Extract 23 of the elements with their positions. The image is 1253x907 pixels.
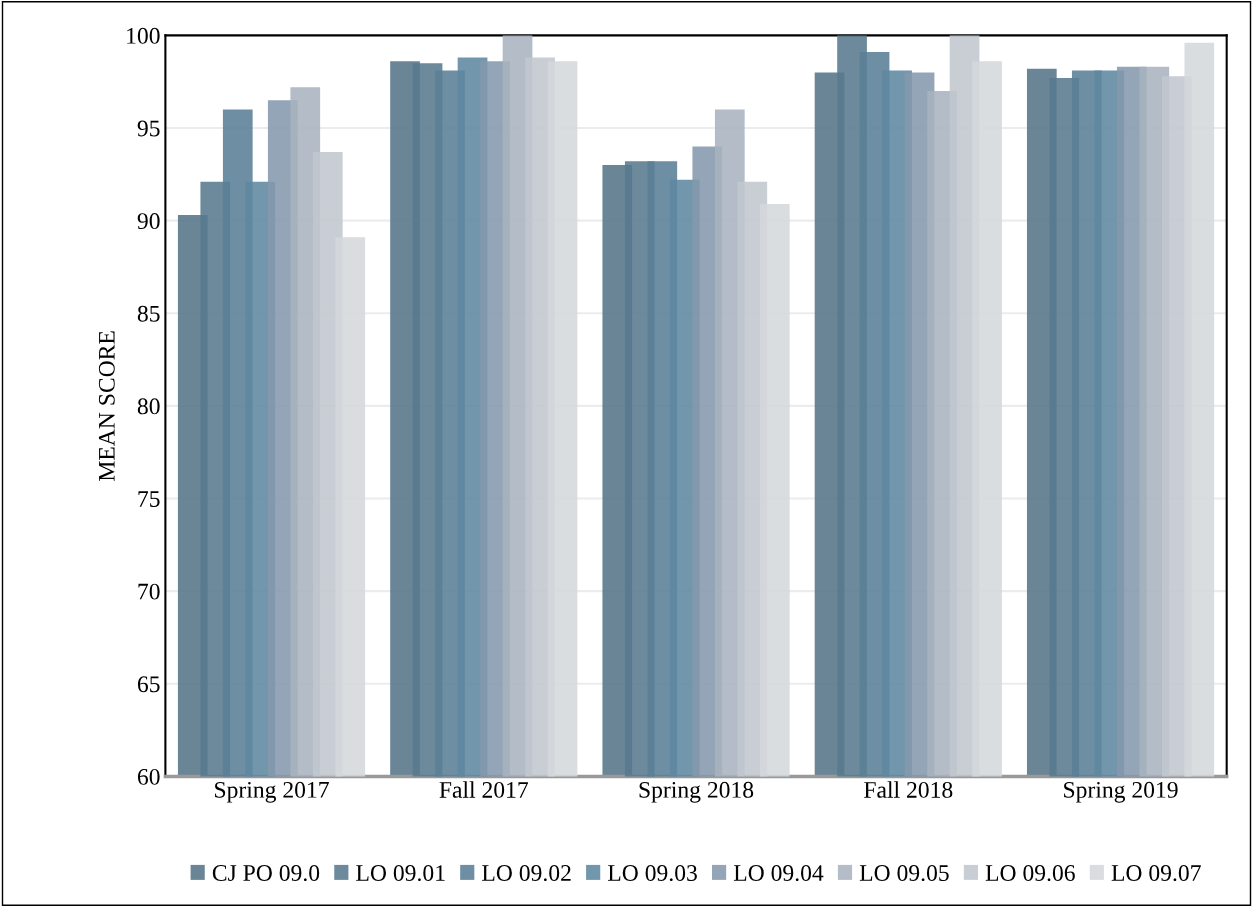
y-tick-label: 95 bbox=[137, 120, 160, 137]
y-axis-title: MEAN SCORE bbox=[98, 331, 115, 481]
y-tick-label: 80 bbox=[137, 398, 160, 415]
legend-label: LO 09.02 bbox=[482, 865, 571, 882]
y-tick-label: 90 bbox=[137, 213, 160, 230]
x-tick-label: Spring 2018 bbox=[639, 781, 754, 803]
legend-label: LO 09.06 bbox=[985, 865, 1075, 882]
legend-label: LO 09.03 bbox=[608, 865, 697, 882]
y-tick-label: 65 bbox=[137, 676, 160, 693]
x-tick-label: Spring 2017 bbox=[215, 781, 329, 803]
y-tick-label: 60 bbox=[137, 768, 160, 785]
y-tick-label: 75 bbox=[138, 491, 160, 507]
legend-label: LO 09.01 bbox=[356, 865, 445, 882]
y-tick-label: 100 bbox=[127, 27, 160, 44]
x-tick-label: Spring 2019 bbox=[1064, 781, 1178, 803]
y-tick-label: 85 bbox=[137, 305, 160, 322]
legend-label: LO 09.04 bbox=[733, 865, 824, 882]
legend-label: LO 09.07 bbox=[1111, 865, 1201, 882]
x-tick-label: Fall 2018 bbox=[864, 781, 953, 798]
legend-label: LO 09.05 bbox=[859, 865, 949, 882]
legend-label: CJ PO 09.0 bbox=[212, 865, 320, 882]
x-tick-label: Fall 2017 bbox=[439, 781, 529, 798]
y-tick-label: 70 bbox=[138, 583, 160, 600]
